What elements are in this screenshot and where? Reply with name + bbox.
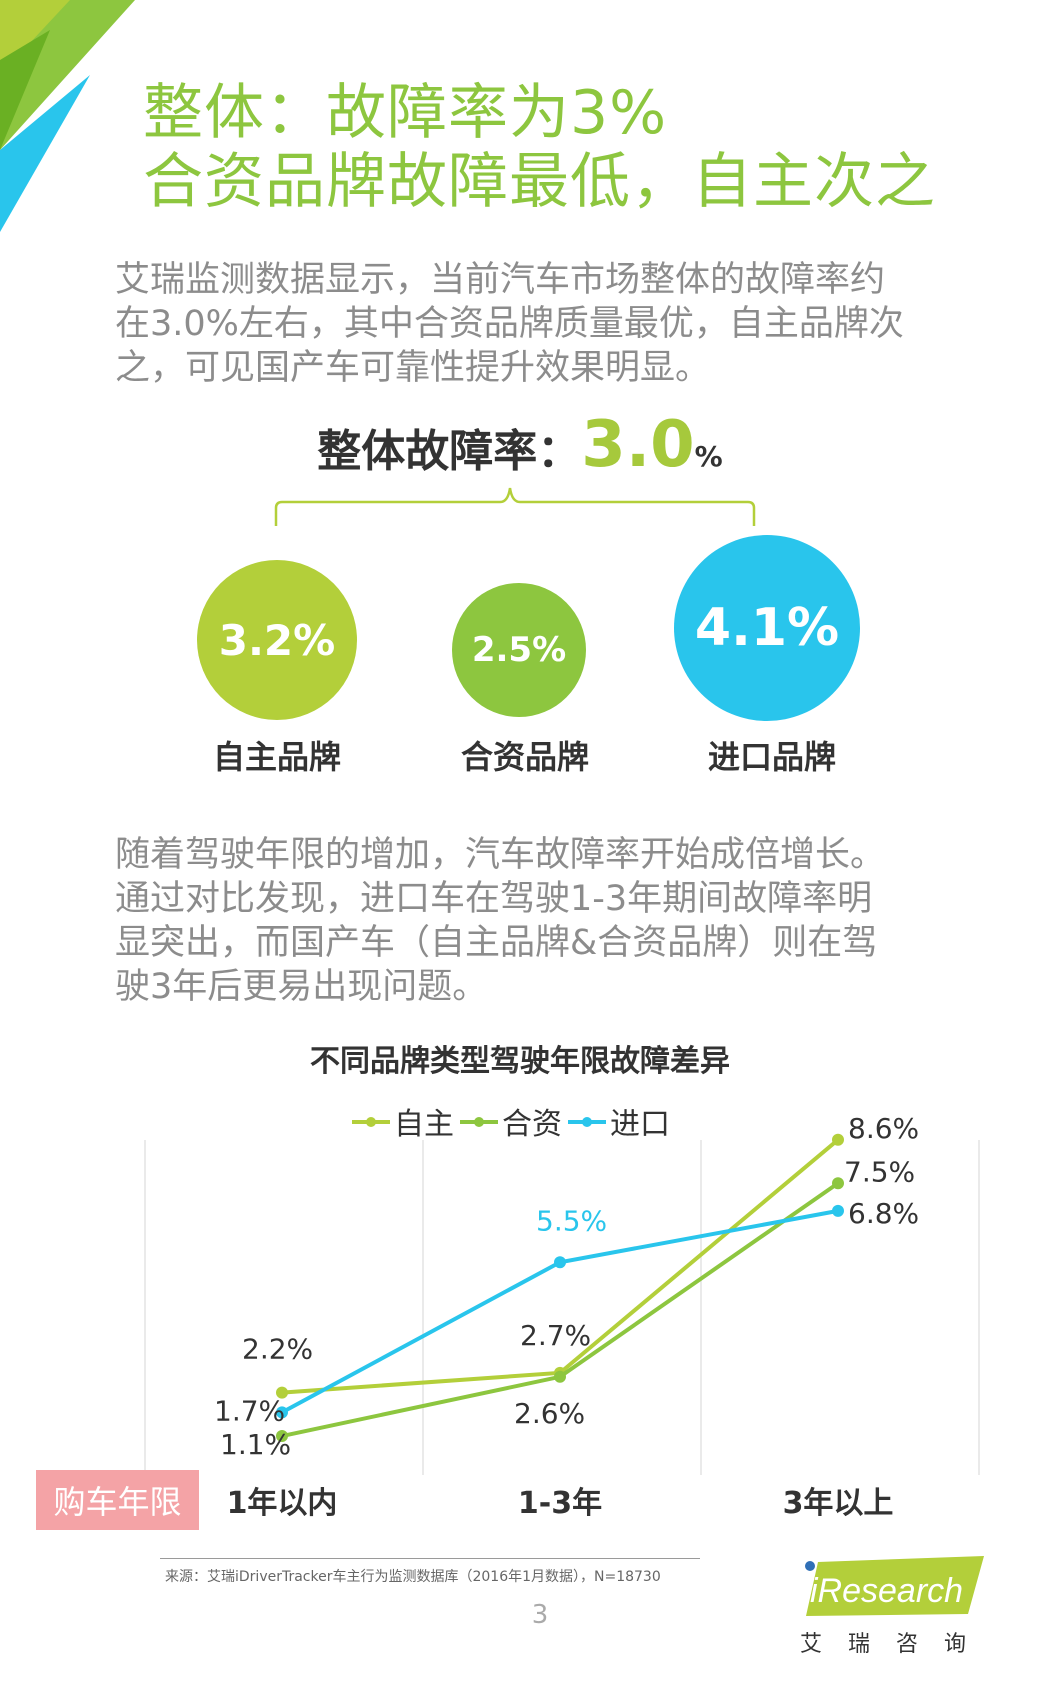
overall-rate: 整体故障率：3.0% (0, 408, 1040, 482)
data-label: 6.8% (848, 1197, 919, 1230)
analysis-line: 显突出，而国产车（自主品牌&合资品牌）则在驾 (115, 923, 878, 963)
page-title-line1: 整体：故障率为3% (143, 78, 668, 148)
data-point (832, 1133, 844, 1146)
data-label: 7.5% (844, 1155, 915, 1188)
x-axis-label: 购车年限 (36, 1470, 199, 1530)
data-label: 2.6% (514, 1397, 585, 1430)
legend-label: 自主 (394, 1107, 454, 1142)
intro-paragraph: 艾瑞监测数据显示，当前汽车市场整体的故障率约 在3.0%左右，其中合资品牌质量最… (115, 258, 945, 390)
imported-label: 进口品牌 (707, 738, 836, 776)
legend-label: 进口 (610, 1107, 670, 1142)
circle-own-brand: 3.2% (197, 560, 357, 720)
x-tick-label: 3年以上 (782, 1486, 894, 1521)
chart-title: 不同品牌类型驾驶年限故障差异 (310, 1044, 730, 1079)
own-brand-rate: 3.2% (218, 615, 336, 665)
x-tick-label: 1-3年 (517, 1486, 603, 1521)
overall-rate-label: 整体故障率： (317, 426, 582, 477)
joint-venture-label: 合资品牌 (460, 738, 589, 776)
bracket-connector (274, 487, 756, 526)
legend-marker (582, 1117, 592, 1127)
data-point (554, 1256, 566, 1269)
overall-rate-value: 3.0 (581, 408, 695, 482)
legend-marker (366, 1117, 376, 1127)
analysis-line: 随着驾驶年限的增加，汽车故障率开始成倍增长。 (115, 835, 886, 875)
intro-line: 艾瑞监测数据显示，当前汽车市场整体的故障率约 (115, 260, 886, 300)
data-point (832, 1204, 844, 1217)
corner-decoration (0, 0, 135, 232)
data-point (554, 1370, 566, 1383)
page-number: 3 (531, 1600, 549, 1630)
source-note: 来源：艾瑞iDriverTracker车主行为监测数据库（2016年1月数据），… (165, 1569, 661, 1585)
data-point (276, 1386, 288, 1399)
legend-marker (474, 1117, 484, 1127)
data-label: 1.1% (220, 1428, 291, 1461)
circle-imported: 4.1% (674, 535, 860, 721)
analysis-paragraph: 随着驾驶年限的增加，汽车故障率开始成倍增长。 通过对比发现，进口车在驾驶1-3年… (115, 833, 945, 1009)
logo-text: iResearch (810, 1572, 963, 1610)
overall-rate-unit: % (694, 440, 723, 473)
source-divider (160, 1558, 700, 1559)
own-brand-label: 自主品牌 (212, 738, 341, 776)
logo-chinese: 艾瑞咨询 (800, 1632, 993, 1657)
data-label: 5.5% (536, 1204, 607, 1237)
data-label: 2.7% (520, 1319, 591, 1352)
data-label: 1.7% (214, 1394, 285, 1427)
legend-label: 合资 (502, 1107, 562, 1142)
imported-rate: 4.1% (694, 598, 840, 658)
analysis-line: 通过对比发现，进口车在驾驶1-3年期间故障率明 (115, 879, 873, 919)
x-tick-label: 1年以内 (226, 1486, 338, 1521)
data-label: 2.2% (242, 1333, 313, 1366)
circle-joint-venture: 2.5% (452, 583, 586, 717)
data-point (832, 1177, 844, 1190)
line-chart: 自主 合资 进口 2.2% 2.7% 8.6% 1.1% 2.6% 7.5% 1.7% 5.5% 6.… (144, 1107, 980, 1475)
data-label: 8.6% (848, 1112, 919, 1145)
analysis-line: 驶3年后更易出现问题。 (115, 967, 488, 1007)
page-title-line2: 合资品牌故障最低，自主次之 (143, 147, 936, 217)
intro-line: 之，可见国产车可靠性提升效果明显。 (115, 348, 711, 388)
iresearch-logo: iResearch (805, 1556, 984, 1616)
intro-line: 在3.0%左右，其中合资品牌质量最优，自主品牌次 (115, 304, 904, 344)
data-point (276, 1430, 288, 1443)
data-point (276, 1406, 288, 1419)
joint-venture-rate: 2.5% (471, 630, 567, 670)
